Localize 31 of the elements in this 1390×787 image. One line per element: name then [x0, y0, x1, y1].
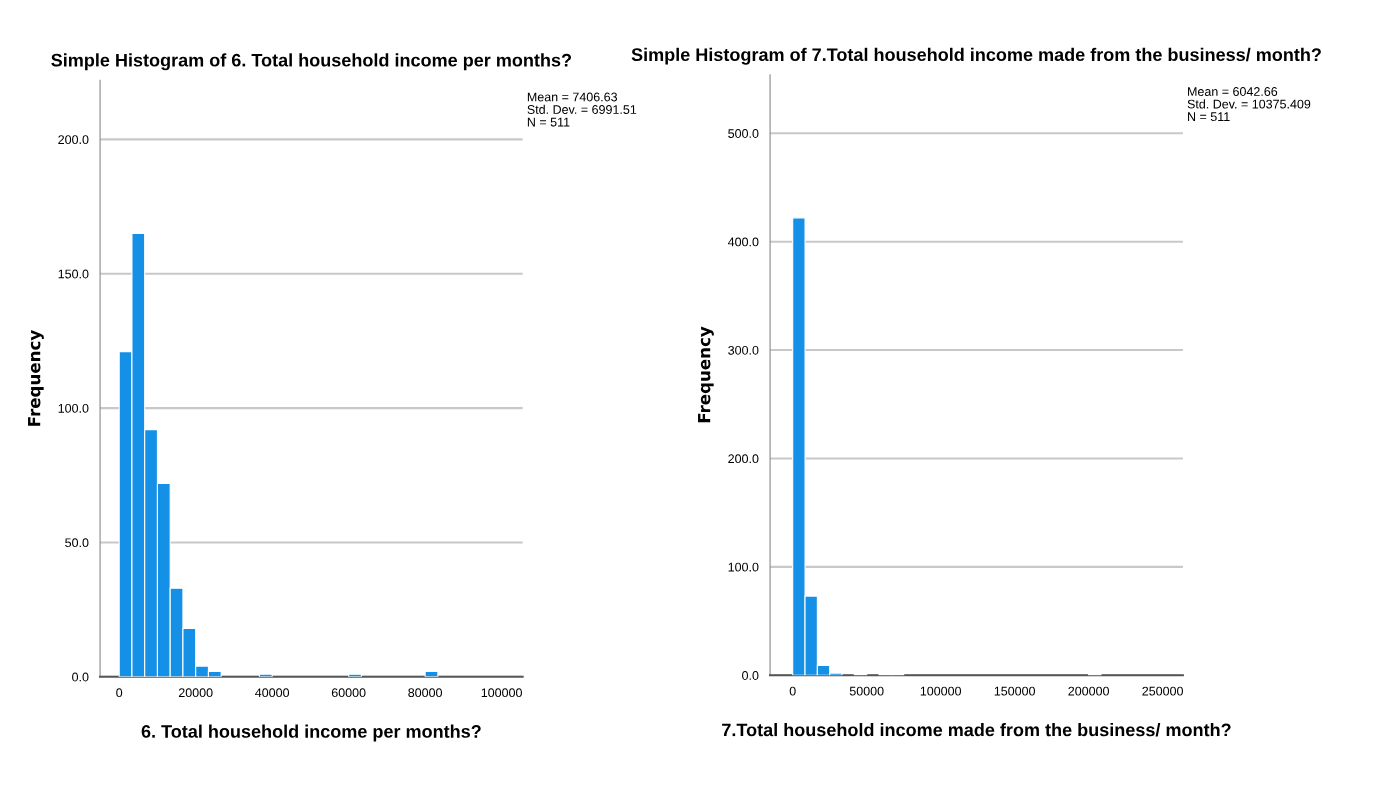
- text: Mean = 7406.63 Std. Dev. = 6991.51 N = 511: [527, 92, 637, 127]
- y-tick-label: 50.0: [65, 538, 89, 548]
- y-tick-label: 100.0: [58, 403, 89, 413]
- y-tick-label: 200.0: [728, 454, 759, 464]
- x-tick-label: 200000: [1068, 686, 1109, 696]
- y-tick-label: 300.0: [728, 345, 759, 355]
- x-tick-label: 80000: [408, 688, 443, 698]
- y-axis-title: Frequency: [28, 330, 44, 426]
- y-tick-label: 500.0: [728, 129, 759, 138]
- text: Mean = 6042.66 Std. Dev. = 10375.409 N = 511: [1187, 87, 1311, 122]
- y-tick-label: 200.0: [58, 135, 89, 145]
- y-tick-label: 0.0: [72, 672, 89, 682]
- x-tick-label: 0: [116, 688, 123, 698]
- x-tick-label: 100000: [481, 688, 522, 698]
- y-tick-label: 0.0: [742, 671, 759, 680]
- x-tick-label: 150000: [994, 686, 1036, 696]
- y-tick-label: 150.0: [58, 269, 89, 279]
- x-tick-label: 20000: [178, 688, 213, 698]
- x-axis-title: 7.Total household income made from the business/ month?: [722, 723, 1231, 737]
- x-tick-label: 60000: [331, 688, 366, 698]
- y-tick-label: 400.0: [727, 237, 759, 247]
- x-tick-label: 250000: [1142, 686, 1183, 696]
- chart-title: Simple Histogram of 7.Total household income made from the business/ month?: [631, 47, 1321, 65]
- chart-title: Simple Histogram of 6. Total household income per months?: [51, 53, 571, 71]
- x-tick-label: 50000: [849, 686, 884, 696]
- x-tick-label: 0: [789, 686, 796, 696]
- x-tick-label: 100000: [920, 686, 962, 696]
- x-tick-label: 40000: [255, 688, 290, 698]
- y-axis-title: Frequency: [698, 326, 714, 423]
- x-axis-title: 6. Total household income per months?: [141, 724, 481, 742]
- y-tick-label: 100.0: [728, 562, 759, 572]
